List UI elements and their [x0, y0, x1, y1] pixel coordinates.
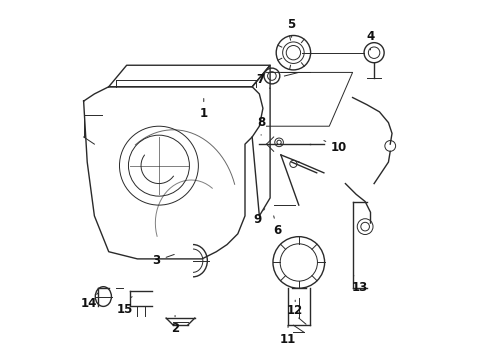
Text: 6: 6 — [273, 216, 281, 237]
Text: 4: 4 — [367, 30, 375, 50]
Text: 9: 9 — [253, 209, 265, 226]
Text: 13: 13 — [352, 276, 368, 294]
Text: 15: 15 — [117, 297, 133, 316]
Text: 11: 11 — [280, 325, 296, 346]
Text: 8: 8 — [257, 116, 265, 135]
Text: 10: 10 — [324, 140, 347, 154]
Text: 2: 2 — [171, 315, 179, 335]
Text: 12: 12 — [287, 300, 303, 318]
Text: 3: 3 — [152, 254, 174, 267]
Text: 5: 5 — [288, 18, 296, 37]
Text: 1: 1 — [200, 99, 208, 120]
Text: 14: 14 — [81, 293, 98, 310]
Text: 7: 7 — [257, 73, 270, 89]
